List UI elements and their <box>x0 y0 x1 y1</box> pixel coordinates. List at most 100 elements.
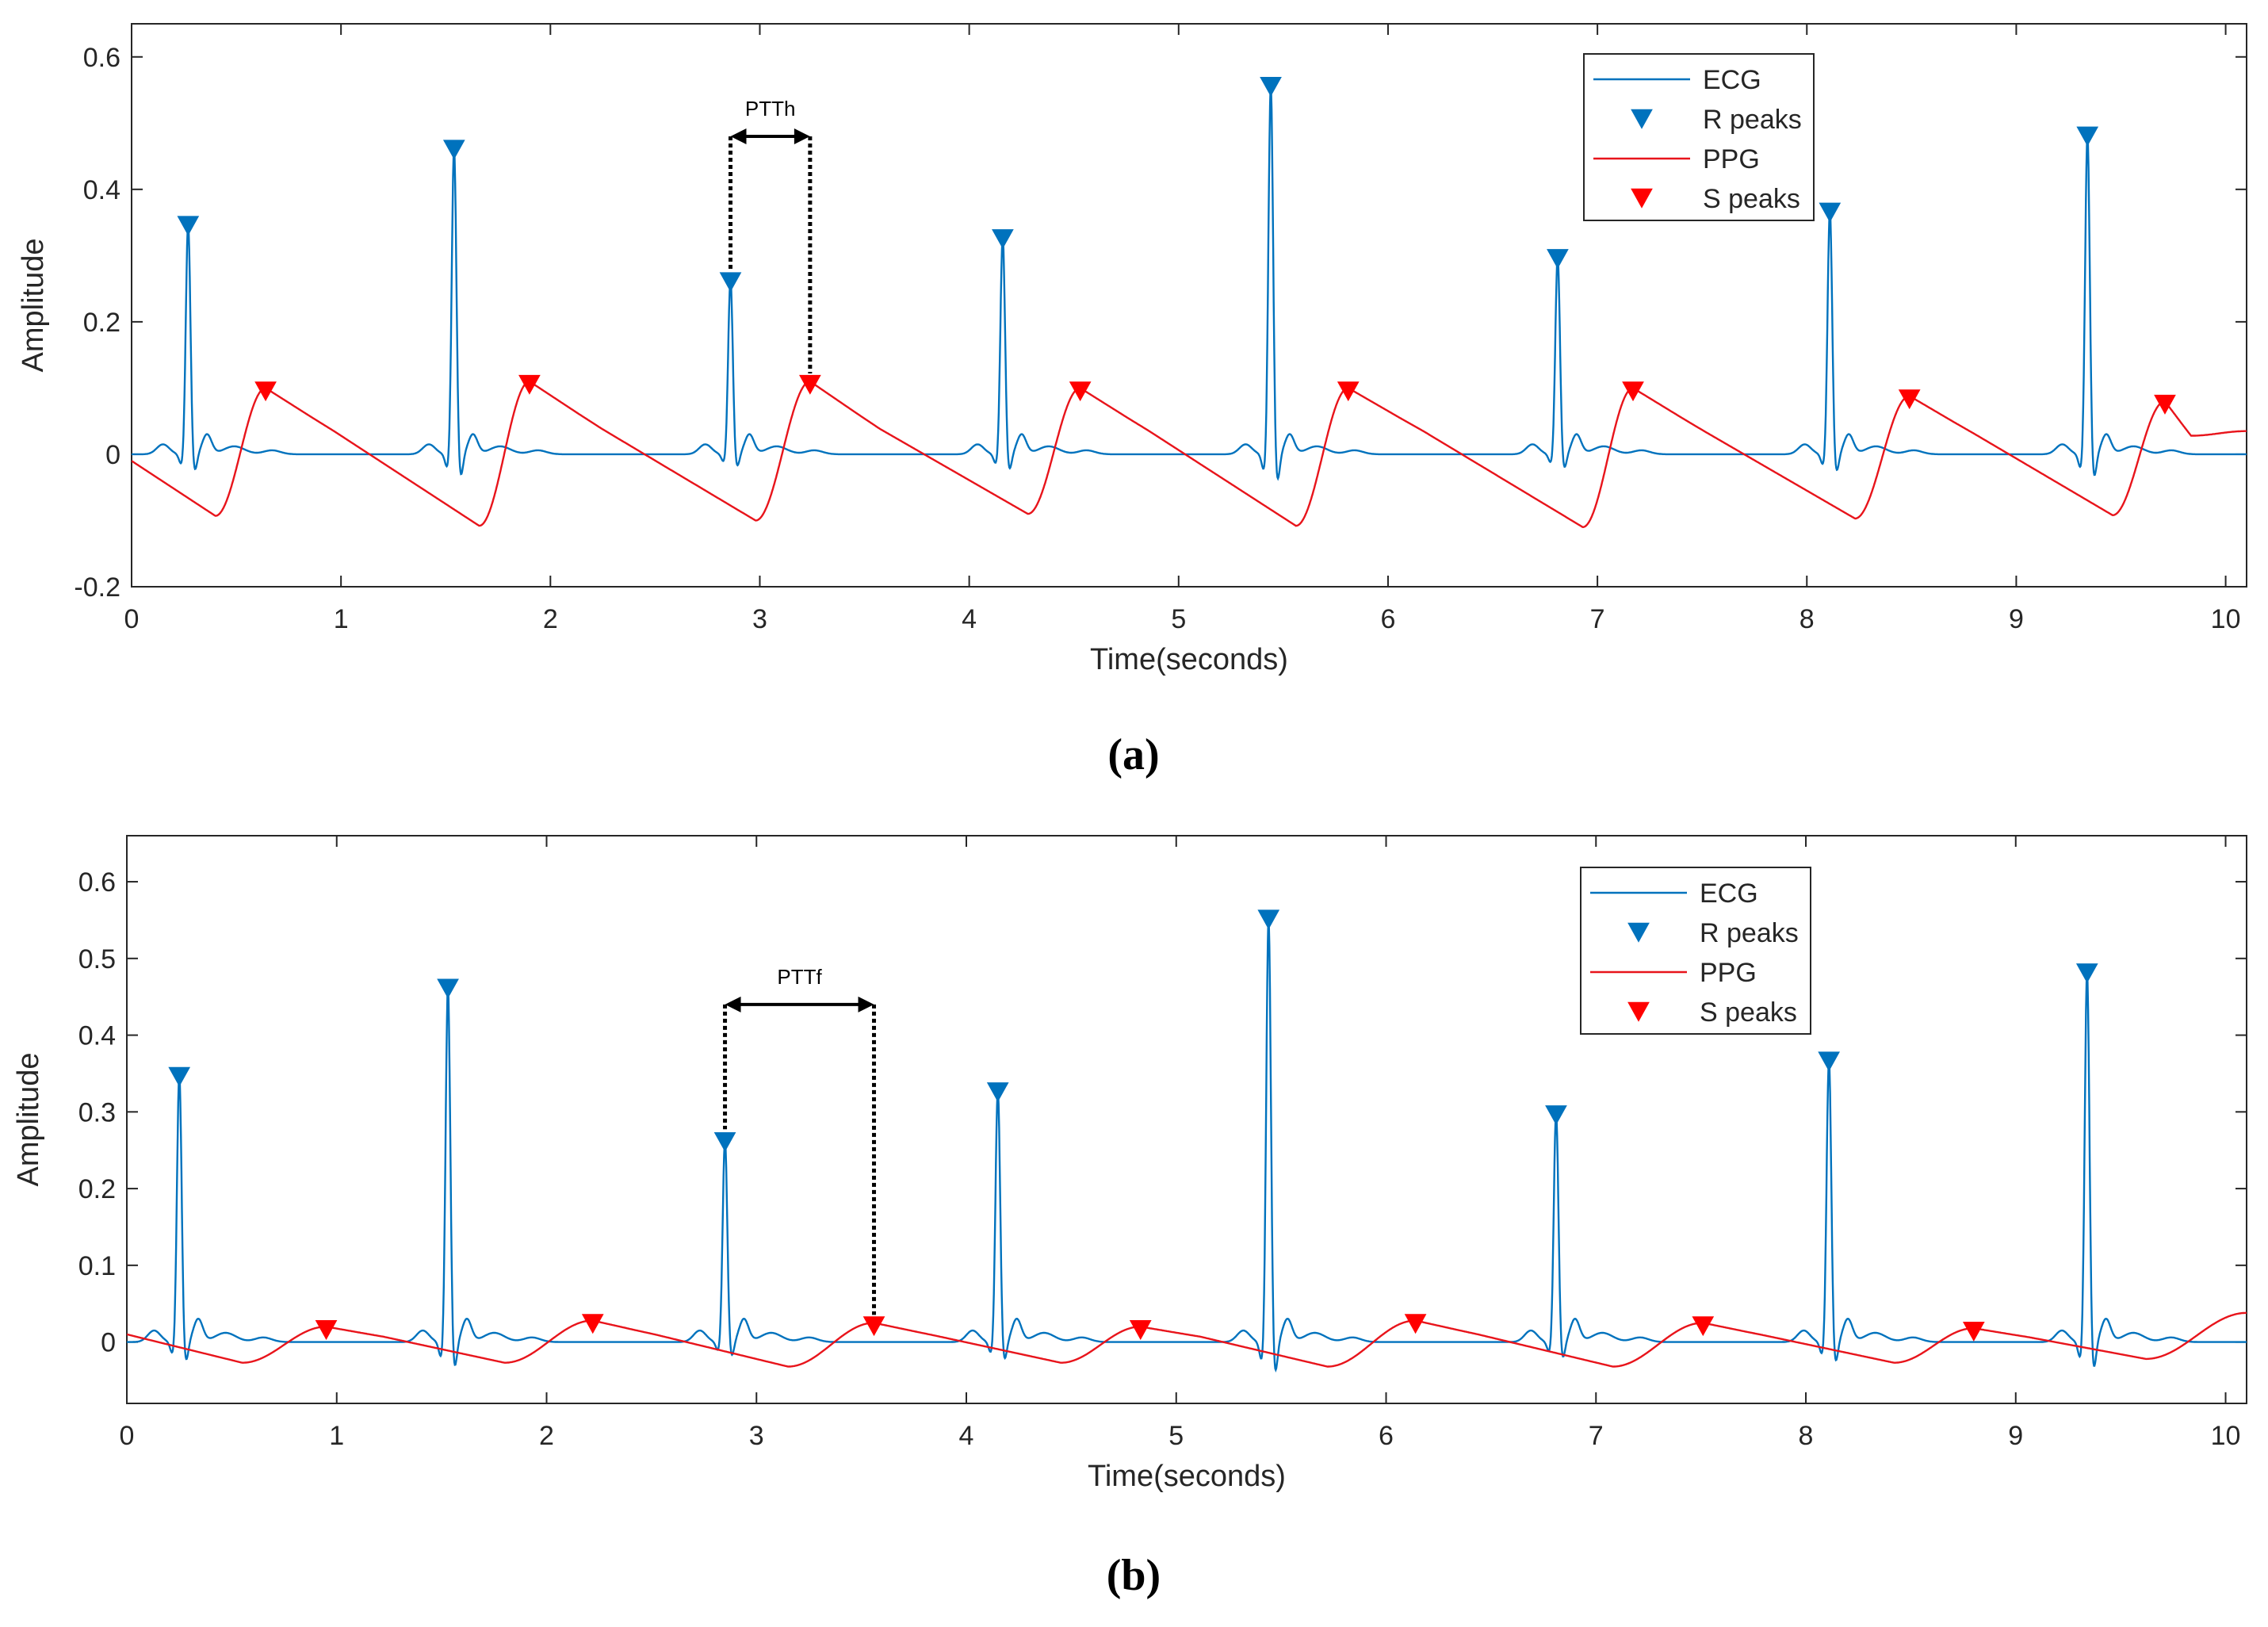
panel-a: 0 1 2 3 4 5 6 7 8 9 10-0.200.20.40.6Time(seconds)A… <box>17 23 2247 779</box>
r-peak-marker <box>2076 126 2099 147</box>
s-peak-marker <box>1337 381 1360 402</box>
ptt-arrowhead-right <box>858 996 874 1013</box>
x-tick-label: 5 <box>1168 1421 1184 1451</box>
ecg-line <box>132 86 2247 481</box>
x-tick-label: 6 <box>1379 1421 1394 1451</box>
ptt-arrowhead-right <box>794 128 810 144</box>
y-tick-label: 0.2 <box>78 1174 116 1204</box>
r-peak-marker <box>713 1131 736 1152</box>
r-peak-marker <box>992 229 1014 250</box>
x-axis-title: Time(seconds) <box>1088 1460 1286 1493</box>
y-tick-label: 0 <box>105 440 120 470</box>
s-peak-marker <box>254 381 277 402</box>
s-peak-marker <box>581 1314 604 1334</box>
legend-ecg-label: ECG <box>1700 879 1758 909</box>
x-tick-label: 7 <box>1589 1421 1604 1451</box>
x-tick-label: 4 <box>959 1421 974 1451</box>
ptt-arrowhead-left <box>725 996 741 1013</box>
y-tick-label: -0.2 <box>74 572 120 603</box>
y-tick-label: 0.5 <box>78 944 116 974</box>
r-peak-marker <box>1818 1051 1840 1072</box>
legend-r-peak-swatch <box>1631 109 1653 129</box>
r-peak-marker <box>1547 249 1569 270</box>
x-tick-label: 0 <box>120 1421 135 1451</box>
r-peak-marker <box>719 272 742 293</box>
y-tick-label: 0.6 <box>78 867 116 898</box>
s-peak-marker <box>1622 381 1644 402</box>
r-peak-marker <box>986 1082 1009 1103</box>
legend-box <box>1583 53 1815 221</box>
y-tick-label: 0.4 <box>78 1021 116 1051</box>
r-peak-marker <box>1819 202 1842 223</box>
s-peak-marker <box>315 1320 338 1340</box>
panel-caption: (b) <box>1107 1551 1161 1600</box>
ecg-line <box>127 921 2247 1372</box>
s-peak-marker <box>1404 1314 1427 1334</box>
s-peak-marker <box>2154 394 2176 415</box>
r-peak-marker <box>168 1066 191 1087</box>
y-tick-label: 0.3 <box>78 1097 116 1127</box>
x-tick-label: 2 <box>539 1421 554 1451</box>
y-tick-label: 0.2 <box>83 308 120 338</box>
x-tick-label: 10 <box>2211 1421 2241 1451</box>
x-tick-label: 10 <box>2211 604 2241 634</box>
s-peak-marker <box>862 1316 885 1337</box>
legend-ecg-label: ECG <box>1703 65 1761 95</box>
s-peak-marker <box>1692 1316 1715 1337</box>
x-tick-label: 3 <box>752 604 767 634</box>
s-peak-marker <box>799 374 821 395</box>
ppg-line <box>132 380 2247 529</box>
y-tick-label: 0.1 <box>78 1251 116 1281</box>
r-peak-marker <box>1257 909 1280 930</box>
x-tick-label: 2 <box>543 604 558 634</box>
x-tick-label: 9 <box>2008 1421 2023 1451</box>
panel-b: 0 1 2 3 4 5 6 7 8 9 10 0 0.1 0.2 0.3 0.4 0.5 0.6 Time(seco… <box>12 835 2247 1600</box>
x-tick-label: 6 <box>1380 604 1395 634</box>
y-axis-title: Amplitude <box>17 239 50 373</box>
x-tick-label: 9 <box>2009 604 2024 634</box>
s-peak-marker <box>1069 381 1092 402</box>
x-tick-label: 8 <box>1799 1421 1814 1451</box>
legend-r-peaks-label: R peaks <box>1700 918 1799 948</box>
x-tick-label: 1 <box>329 1421 344 1451</box>
legend-ppg-label: PPG <box>1703 144 1760 174</box>
r-peak-marker <box>1545 1105 1567 1126</box>
legend-s-peaks-label: S peaks <box>1700 997 1797 1028</box>
plot-area <box>126 835 2247 1404</box>
s-peak-marker <box>518 374 541 395</box>
ptt-arrowhead-left <box>730 128 747 144</box>
r-peak-marker <box>2075 963 2098 984</box>
plot-area <box>131 23 2247 588</box>
legend-s-peak-swatch <box>1627 1001 1650 1022</box>
r-peak-marker <box>442 140 465 160</box>
x-tick-label: 5 <box>1171 604 1186 634</box>
r-peak-marker <box>1260 76 1282 97</box>
s-peak-marker <box>1898 389 1921 410</box>
legend-ppg-label: PPG <box>1700 958 1757 988</box>
s-peak-marker <box>1962 1321 1985 1342</box>
r-peak-marker <box>177 216 200 236</box>
x-tick-label: 1 <box>334 604 349 634</box>
x-tick-label: 8 <box>1799 604 1815 634</box>
x-tick-label: 0 <box>124 604 140 634</box>
legend-r-peaks-label: R peaks <box>1703 105 1802 135</box>
y-tick-label: 0 <box>101 1328 116 1358</box>
y-tick-label: 0.6 <box>83 43 120 73</box>
x-tick-label: 3 <box>749 1421 764 1451</box>
y-tick-label: 0.4 <box>83 175 120 205</box>
panel-caption: (a) <box>1107 730 1159 779</box>
legend-box <box>1580 867 1811 1035</box>
ppg-line <box>127 1311 2247 1368</box>
legend-s-peak-swatch <box>1631 188 1653 209</box>
r-peak-marker <box>437 978 459 999</box>
legend-r-peak-swatch <box>1627 922 1650 943</box>
x-tick-label: 4 <box>962 604 977 634</box>
ptt-label: PTTf <box>777 965 822 989</box>
x-tick-label: 7 <box>1590 604 1605 634</box>
legend-s-peaks-label: S peaks <box>1703 184 1800 214</box>
ptt-label: PTTh <box>745 97 796 121</box>
y-axis-title: Amplitude <box>12 1053 45 1187</box>
x-axis-title: Time(seconds) <box>1090 643 1288 676</box>
s-peak-marker <box>1129 1320 1152 1340</box>
